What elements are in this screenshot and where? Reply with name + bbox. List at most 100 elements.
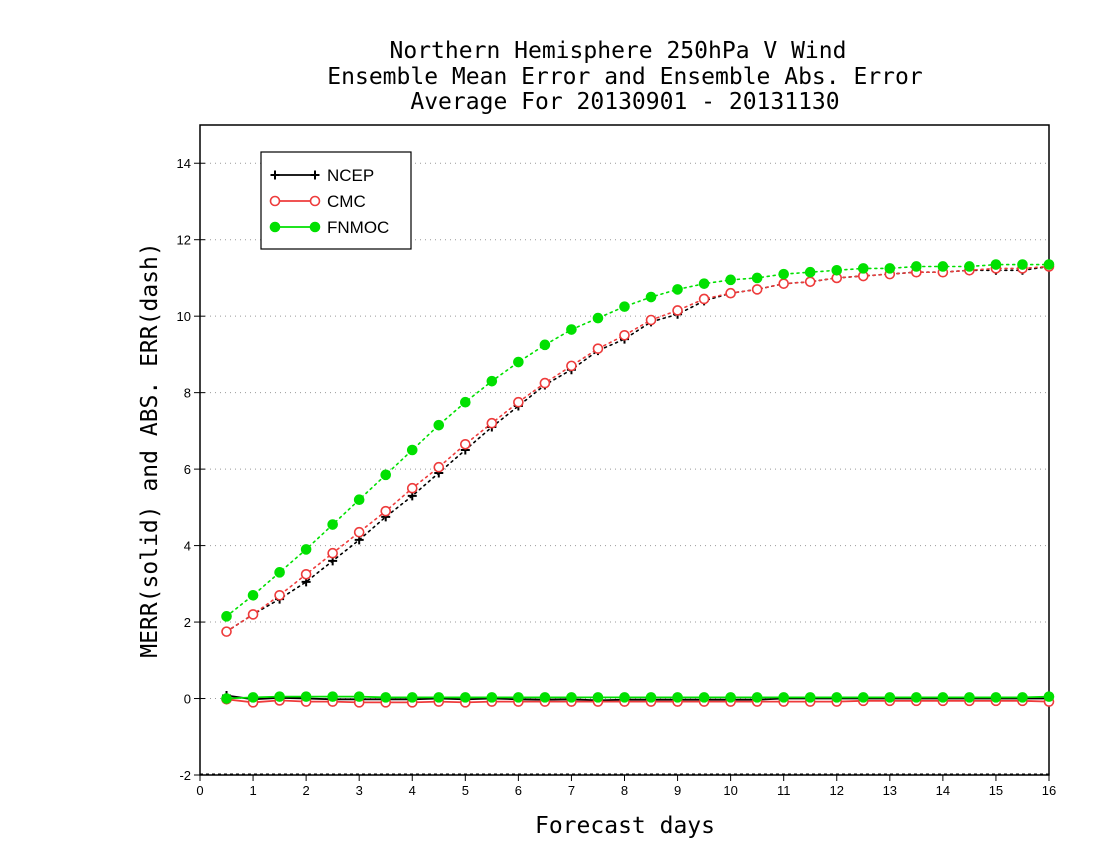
abs-err-point bbox=[751, 272, 763, 284]
abs-err-point bbox=[300, 568, 312, 580]
abs-err-point bbox=[804, 276, 816, 288]
abs-err-point bbox=[380, 505, 392, 517]
abs-err-point bbox=[566, 324, 577, 335]
x-tick-label: 4 bbox=[409, 783, 416, 798]
chart-title: Northern Hemisphere 250hPa V Wind Ensemb… bbox=[327, 38, 922, 115]
y-tick-label: -2 bbox=[179, 768, 191, 783]
abs-err-point bbox=[486, 417, 498, 429]
abs-err-point bbox=[486, 375, 498, 387]
x-tick-label: 3 bbox=[356, 783, 363, 798]
merr-point bbox=[300, 691, 312, 702]
abs-err-point bbox=[539, 377, 551, 389]
x-tick-label: 15 bbox=[989, 783, 1003, 798]
abs-err-point bbox=[460, 396, 471, 408]
abs-err-point bbox=[725, 287, 736, 299]
abs-err-point bbox=[1017, 259, 1028, 270]
abs-err-point bbox=[645, 314, 657, 326]
series-ncep bbox=[225, 265, 1050, 702]
y-tick-label: 10 bbox=[177, 309, 191, 324]
merr-point bbox=[539, 692, 551, 703]
y-tick-label: 14 bbox=[177, 156, 191, 171]
markers-fnmoc bbox=[221, 259, 1055, 704]
abs-err-point bbox=[460, 438, 471, 450]
merr-point bbox=[513, 692, 524, 703]
abs-err-point bbox=[1043, 259, 1055, 270]
title-line-1: Northern Hemisphere 250hPa V Wind bbox=[390, 38, 847, 64]
series-layer bbox=[221, 259, 1055, 708]
merr-point bbox=[831, 692, 843, 703]
merr-point bbox=[778, 692, 789, 703]
abs-err-point bbox=[645, 291, 657, 303]
abs-err-point bbox=[566, 360, 577, 372]
legend-marker bbox=[309, 195, 321, 207]
y-tick-label: 2 bbox=[184, 615, 191, 630]
abs-err-point bbox=[513, 356, 524, 368]
merr-point bbox=[433, 692, 445, 703]
abs-err-point bbox=[831, 264, 843, 276]
legend-marker bbox=[309, 221, 321, 233]
abs-err-point bbox=[300, 544, 312, 555]
abs-err-line-fnmoc bbox=[225, 263, 1050, 618]
x-tick-label: 8 bbox=[621, 783, 628, 798]
legend-entry-ncep: NCEP bbox=[270, 166, 374, 185]
x-tick-label: 9 bbox=[674, 783, 681, 798]
legend: NCEP CMC FNMOC bbox=[260, 151, 412, 250]
x-tick-label: 10 bbox=[723, 783, 737, 798]
x-tick-label: 5 bbox=[462, 783, 469, 798]
x-tick-label: 0 bbox=[196, 783, 203, 798]
abs-err-point bbox=[778, 278, 789, 289]
abs-err-point bbox=[619, 301, 630, 312]
y-axis-title: MERR(solid) and ABS. ERR(dash) bbox=[137, 242, 163, 657]
abs-err-point bbox=[353, 494, 365, 506]
abs-err-point bbox=[247, 589, 259, 601]
merr-point bbox=[592, 692, 604, 703]
merr-line-fnmoc bbox=[226, 695, 1050, 700]
abs-err-point bbox=[964, 261, 975, 272]
abs-err-point bbox=[672, 305, 683, 316]
x-tick-label: 2 bbox=[303, 783, 310, 798]
merr-point bbox=[804, 692, 816, 703]
abs-err-point bbox=[698, 293, 710, 305]
merr-point bbox=[645, 692, 657, 703]
merr-point bbox=[911, 692, 922, 703]
gridlines bbox=[200, 162, 1049, 775]
legend-marker bbox=[310, 170, 320, 180]
merr-point bbox=[406, 692, 418, 703]
abs-err-point bbox=[433, 461, 445, 473]
y-tick-label: 8 bbox=[184, 386, 191, 401]
merr-point bbox=[566, 692, 577, 703]
abs-err-point bbox=[221, 626, 232, 637]
title-line-2: Ensemble Mean Error and Ensemble Abs. Er… bbox=[327, 64, 922, 90]
merr-point bbox=[672, 692, 683, 703]
abs-err-point bbox=[857, 263, 869, 274]
abs-err-point bbox=[274, 589, 285, 601]
abs-err-point bbox=[990, 259, 1002, 270]
x-tick-label: 7 bbox=[568, 783, 575, 798]
legend-entry-cmc: CMC bbox=[269, 192, 366, 211]
abs-err-point bbox=[327, 519, 338, 530]
x-tick-label: 1 bbox=[249, 783, 256, 798]
merr-point bbox=[990, 692, 1002, 703]
abs-err-point bbox=[433, 419, 445, 431]
abs-err-point bbox=[672, 284, 683, 295]
merr-point bbox=[274, 691, 285, 702]
abs-err-point bbox=[751, 284, 763, 295]
legend-label: CMC bbox=[327, 192, 366, 211]
legend-entry-fnmoc: FNMOC bbox=[269, 218, 389, 237]
abs-err-point bbox=[247, 609, 259, 620]
merr-point bbox=[486, 692, 498, 703]
abs-err-line-cmc bbox=[225, 265, 1050, 633]
abs-err-point bbox=[698, 278, 710, 289]
legend-label: FNMOC bbox=[327, 218, 389, 237]
x-tick-label: 11 bbox=[777, 783, 791, 798]
legend-label: NCEP bbox=[327, 166, 374, 185]
merr-point bbox=[380, 692, 392, 703]
abs-err-point bbox=[274, 567, 285, 578]
abs-err-point bbox=[619, 329, 630, 341]
merr-point bbox=[460, 692, 471, 703]
merr-point bbox=[221, 693, 232, 704]
merr-point bbox=[327, 691, 338, 702]
y-tick-label: 4 bbox=[184, 539, 191, 554]
